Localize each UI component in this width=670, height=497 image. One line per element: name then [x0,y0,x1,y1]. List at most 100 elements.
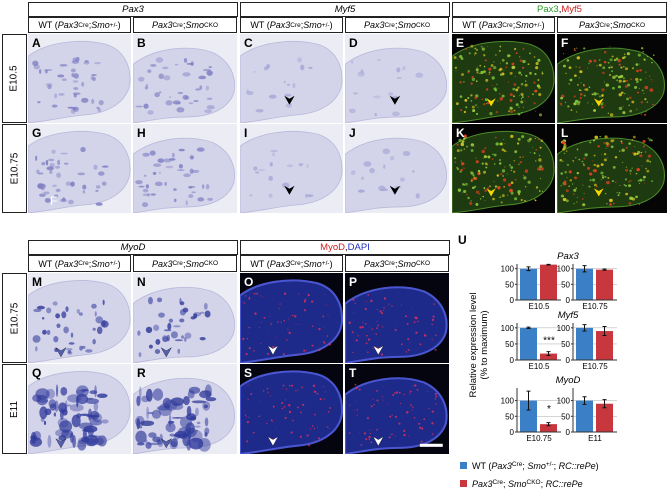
stage-label-box: E10.75 [2,124,27,213]
signal [313,427,316,430]
stain [190,316,196,320]
signal [309,428,311,430]
signal [524,100,526,102]
panel-letter: M [32,275,42,289]
micrograph [28,364,131,454]
legend-part: Smo [527,461,546,471]
signal [635,77,639,81]
signal [579,96,582,99]
signal [356,409,358,411]
legend-part: Cre [512,461,523,468]
signal [326,335,329,337]
signal [566,163,570,167]
signal [605,141,609,146]
signal [306,434,309,437]
signal [492,85,493,86]
signal [497,185,501,190]
signal [641,165,643,167]
stain [41,317,45,320]
stain [402,66,406,71]
stain [292,82,296,89]
stain [196,147,205,152]
signal [541,71,544,73]
signal [562,197,567,202]
signal [631,67,635,70]
signal [494,89,498,92]
stain [43,420,47,426]
signal [279,303,281,305]
panel-letter: R [137,366,146,380]
signal [381,312,384,315]
signal [495,110,498,114]
signal [617,194,620,197]
signal [635,63,639,66]
signal [632,135,636,139]
signal [528,137,532,141]
label-part: Cre [384,21,395,29]
stain [98,99,104,106]
signal [388,303,390,305]
signal [247,384,249,386]
signal [367,351,369,353]
signal [434,334,437,337]
stain [174,63,179,66]
signal [640,151,643,154]
signal [464,99,468,102]
image-panel: B [133,34,237,123]
stain [73,73,79,79]
significance: * [547,404,551,415]
signal [416,388,419,391]
signal [288,410,292,414]
signal [524,199,526,202]
signal [499,196,502,199]
signal [493,61,495,63]
signal [507,54,511,58]
signal [624,93,626,95]
signal [394,329,397,332]
signal [649,88,654,92]
stain [146,193,151,197]
y-tick-label: 50 [561,280,570,289]
image-panel: Q [28,364,131,454]
signal [486,103,488,105]
signal [455,102,459,106]
stain [102,319,106,327]
signal [456,168,460,171]
stain [76,308,80,314]
stain [182,72,191,77]
panel-letter: H [137,126,146,140]
stain [141,202,149,208]
stain [388,92,394,96]
signal [465,136,467,139]
tissue [240,130,343,213]
label-part: Myf5 [561,4,582,15]
signal [597,145,600,148]
signal [528,52,531,55]
signal [488,71,491,74]
signal [620,142,624,145]
signal [585,88,589,91]
signal [382,309,385,311]
signal [566,59,570,62]
signal [625,146,628,149]
signal [327,423,329,424]
image-panel: K [452,124,555,213]
panel-letter: U [458,233,467,247]
signal [628,104,630,106]
signal [618,191,621,194]
signal [256,292,259,295]
stain [60,387,68,396]
signal [510,110,514,114]
label-part: +/- [321,260,330,267]
signal [540,167,544,171]
signal [642,139,646,143]
label-part: WT ( [250,258,270,269]
signal [560,172,563,175]
signal [582,84,585,86]
signal [593,109,597,112]
stain [189,168,194,174]
signal [352,311,354,313]
signal [614,156,618,159]
signal [535,186,539,189]
